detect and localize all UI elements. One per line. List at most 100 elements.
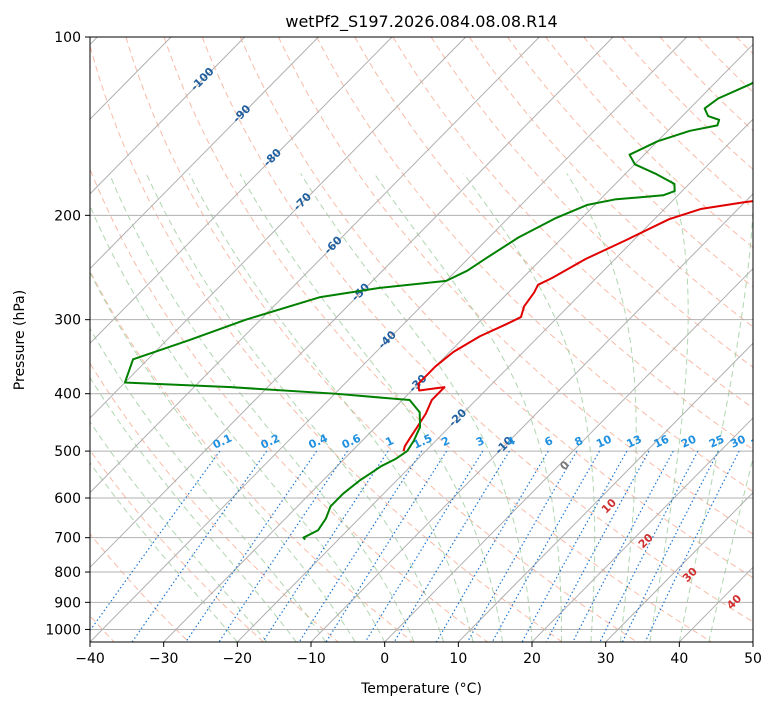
moist-adiabat-line [90, 376, 297, 642]
mixing-ratio-label: 0.2 [259, 432, 282, 452]
y-tick-label: 100 [54, 30, 81, 46]
moist-adiabat-line [300, 173, 533, 642]
x-axis-label: Temperature (°C) [360, 681, 482, 697]
moist-adiabat-line [566, 173, 637, 642]
moist-adiabat-line [90, 421, 268, 642]
dry-adiabat-line [507, 37, 753, 288]
moist-adiabat-line [90, 461, 238, 642]
x-tick-label: 30 [597, 651, 615, 667]
y-tick-label: 600 [54, 491, 81, 507]
mixing-ratio-line [393, 450, 510, 642]
mixing-ratio-line [325, 450, 448, 642]
y-tick-label: 1000 [45, 622, 81, 638]
mixing-ratio-label: 0.1 [211, 432, 234, 452]
chart-title: wetPf2_S197.2026.084.08.08.R14 [285, 12, 557, 32]
mixing-ratio-line [644, 450, 740, 642]
dry-adiabat-line [163, 37, 712, 642]
temperature-profile-line [402, 200, 753, 452]
isotherm-line [90, 37, 467, 419]
dry-adiabat-line [90, 43, 563, 642]
mixing-ratio-label: 1 [383, 434, 395, 449]
plot-frame [89, 36, 754, 643]
mixing-ratio-line [131, 450, 268, 642]
mixing-ratio-line [218, 450, 348, 642]
dry-adiabat-line [430, 37, 753, 368]
moist-adiabat-line [90, 204, 386, 642]
dewpoint-profile-line [123, 81, 753, 541]
x-tick-label: −40 [75, 651, 105, 667]
mixing-ratio-label: 3 [474, 434, 486, 449]
moist-adiabat-label: 10 [599, 496, 619, 516]
x-tick-label: −30 [149, 651, 179, 667]
y-tick-label: 800 [54, 565, 81, 581]
mixing-ratio-label: 0.4 [307, 431, 330, 451]
isotherm-line [531, 417, 753, 642]
mixing-ratio-label: 16 [652, 432, 672, 450]
mixing-ratio-line [572, 450, 674, 642]
moist-adiabat-line [239, 173, 504, 642]
dry-adiabat-line [239, 37, 753, 579]
dry-adiabat-line [545, 37, 753, 249]
mixing-ratio-line [364, 450, 484, 642]
y-axis-ticks: 100 200 300 400 500 600 700 800 900 1000 [45, 30, 90, 638]
isotherm-line [752, 641, 753, 642]
x-tick-label: 40 [670, 651, 688, 667]
y-tick-label: 200 [54, 208, 81, 224]
moist-adiabat-line [108, 173, 415, 642]
mixing-ratio-label: 8 [573, 434, 585, 449]
moist-adiabat-line [708, 456, 753, 642]
isotherm-line [90, 37, 540, 494]
y-axis-label: Pressure (hPa) [12, 290, 28, 390]
dry-adiabat-line [278, 37, 753, 535]
mixing-ratio-label: 25 [707, 433, 726, 451]
x-tick-label: 0 [380, 651, 389, 667]
mixing-ratio-label: 1.5 [411, 432, 434, 452]
mixing-ratio-label: 30 [728, 432, 748, 450]
dry-adiabat-line [392, 37, 753, 409]
isotherm-line [90, 37, 614, 569]
moist-adiabat-line [463, 173, 596, 642]
mixing-ratio-label: 36 [749, 432, 769, 450]
dry-adiabat-line [90, 362, 339, 642]
moist-adiabat-label: 40 [724, 592, 744, 612]
dry-adiabat-line [736, 37, 753, 55]
mixing-ratio-label: 13 [624, 433, 643, 451]
dry-adiabat-line [90, 449, 264, 642]
mixing-ratio-line [262, 450, 389, 642]
mixing-ratio-label: 10 [594, 432, 614, 450]
moist-adiabat-line [373, 173, 562, 642]
dry-adiabat-line [90, 270, 414, 642]
moist-adiabat-line [145, 173, 445, 642]
mixing-ratio-label: 6 [543, 434, 556, 449]
profile-series [123, 81, 753, 541]
isotherm-line [310, 193, 753, 642]
background-lines [90, 37, 753, 642]
moist-adiabat-line [678, 198, 753, 642]
mixing-ratio-line [621, 450, 719, 642]
moist-adiabat-label: 30 [680, 565, 700, 585]
dry-adiabat-line [90, 167, 488, 642]
isotherm-line [90, 37, 319, 270]
y-tick-label: 300 [54, 313, 81, 329]
mixing-ratio-label: 0.6 [340, 431, 363, 451]
x-tick-label: −10 [296, 651, 326, 667]
mixing-ratio-line [491, 450, 601, 642]
dry-adiabat-line [354, 37, 753, 451]
moist-adiabat-line [188, 173, 474, 642]
x-axis-ticks: −40 −30 −20 −10 0 10 20 30 40 50 [75, 642, 762, 667]
mixing-ratio-line [545, 450, 650, 642]
isotherm-line [163, 43, 753, 642]
x-tick-label: 20 [523, 651, 541, 667]
isotherm-line [678, 566, 753, 642]
mixing-ratio-line [466, 450, 578, 642]
isotherm-line [457, 342, 753, 642]
moist-adiabat-line [649, 173, 689, 642]
mixing-ratio-label: 2 [439, 434, 451, 449]
moist-adiabat-line [90, 271, 356, 642]
y-tick-label: 900 [54, 595, 81, 611]
isotherm-line [605, 491, 753, 642]
mixing-ratio-label: 20 [679, 432, 699, 450]
dry-adiabat-line [583, 37, 753, 209]
mixing-ratio-line [185, 450, 318, 642]
